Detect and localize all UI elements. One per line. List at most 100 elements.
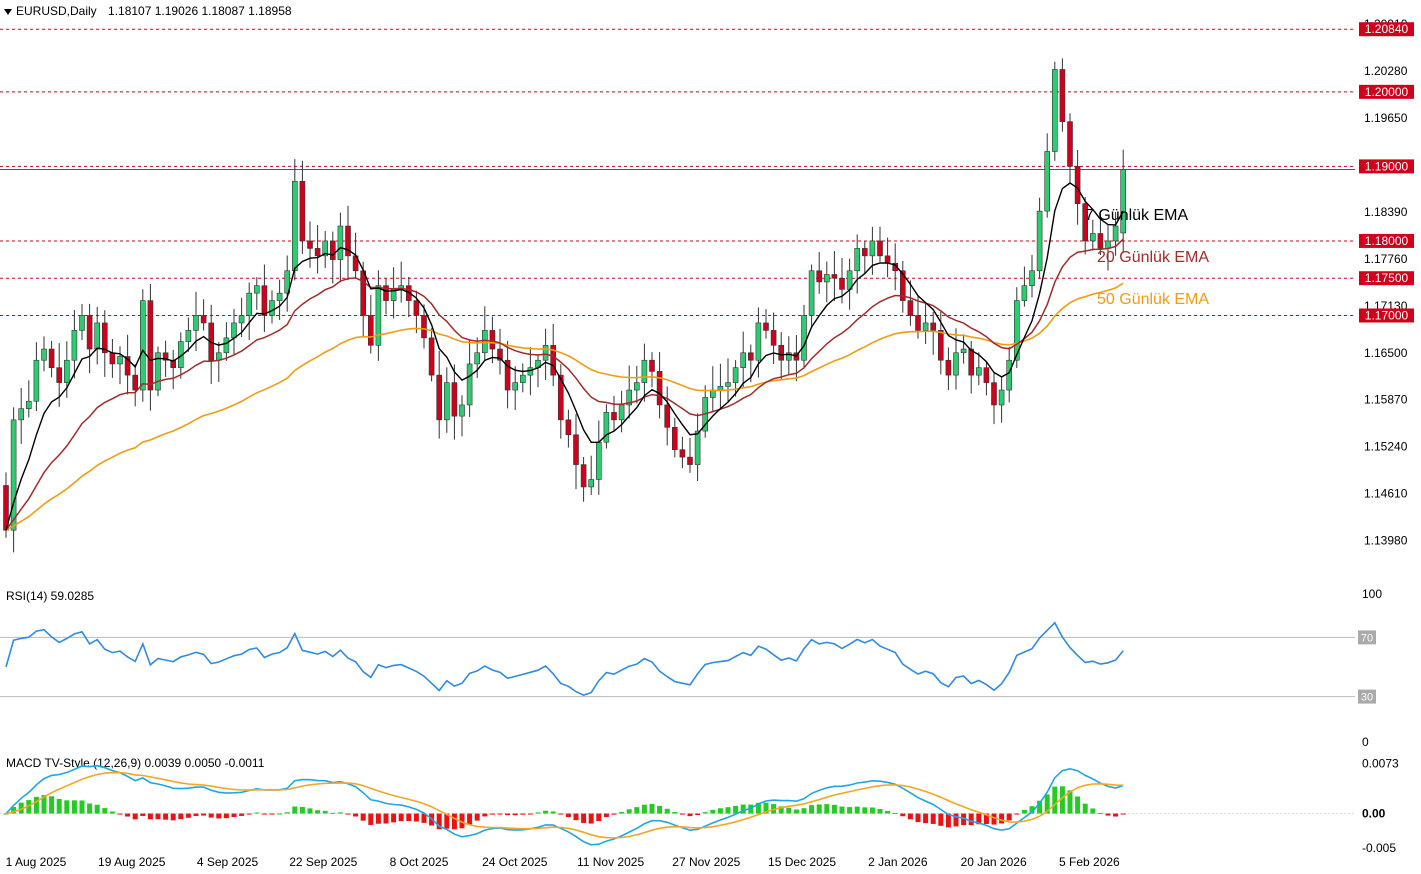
candle-bull (193, 315, 199, 331)
macd-histogram-bar (938, 813, 944, 826)
macd-histogram-bar (664, 808, 670, 814)
dropdown-triangle-icon[interactable] (4, 8, 12, 15)
macd-histogram-bar (809, 805, 815, 814)
macd-histogram-bar (892, 812, 898, 814)
candle-bear (945, 359, 952, 376)
macd-histogram-bar (968, 813, 974, 826)
macd-histogram-bar (588, 813, 594, 824)
candle-bull (717, 386, 724, 391)
candle-bear (907, 300, 914, 316)
price-axis-tick: 1.15240 (1364, 440, 1408, 454)
price-level-badge (1359, 159, 1414, 174)
macd-histogram-bar (953, 813, 959, 827)
macd-histogram-bar (512, 813, 518, 816)
candle-bear (831, 274, 838, 279)
price-level-badge (1359, 233, 1414, 248)
macd-histogram-bar (254, 812, 260, 814)
x-axis-tick: 5 Feb 2026 (1059, 855, 1120, 869)
macd-histogram-bar (345, 813, 351, 815)
candle-bull (291, 181, 298, 272)
candle-bear (162, 352, 169, 361)
macd-histogram-bar (649, 804, 655, 814)
macd-histogram-bar (132, 813, 138, 820)
price-level-badge (1359, 271, 1414, 286)
candle-bull (337, 225, 344, 260)
candle-bear (861, 248, 868, 257)
candle-bull (732, 367, 739, 383)
macd-histogram-bar (140, 813, 146, 816)
price-axis-tick: 1.13980 (1364, 534, 1408, 548)
macd-histogram-bar (436, 813, 442, 830)
candle-bull (33, 359, 40, 402)
macd-histogram-bar (64, 800, 70, 814)
candle-bull (117, 356, 123, 365)
macd-histogram-bar (1105, 813, 1111, 816)
macd-histogram-bar (1029, 806, 1035, 814)
macd-histogram-bar (147, 813, 153, 820)
macd-histogram-bar (717, 808, 723, 814)
macd-histogram-bar (596, 813, 602, 822)
macd-histogram-bar (558, 813, 564, 815)
candle-bull (10, 419, 17, 531)
price-level-label: 1.20000 (1365, 85, 1409, 99)
macd-histogram-bar (299, 807, 305, 814)
ohlc-values: 1.18107 1.19026 1.18087 1.18958 (108, 4, 292, 18)
candle-bull (922, 322, 929, 331)
candle-bear (671, 427, 678, 450)
candle-bear (664, 404, 671, 428)
macd-histogram-bar (3, 813, 9, 815)
candle-bear (428, 337, 435, 376)
x-axis-tick: 15 Dec 2025 (768, 855, 836, 869)
x-axis-tick: 20 Jan 2026 (961, 855, 1027, 869)
macd-histogram-bar (223, 813, 229, 819)
macd-histogram-bar (801, 808, 807, 814)
macd-histogram-bar (603, 813, 609, 818)
macd-histogram-bar (1052, 786, 1058, 814)
chart-header: EURUSD,Daily 1.18107 1.19026 1.18087 1.1… (4, 4, 292, 18)
macd-histogram-bar (923, 813, 929, 824)
price-level-label: 1.20840 (1365, 22, 1409, 36)
candle-bull (25, 400, 32, 409)
price-axis-tick: 1.19650 (1364, 111, 1408, 125)
candle-bear (56, 367, 63, 383)
ema-7-annotation: 7 Günlük EMA (1085, 207, 1188, 224)
macd-histogram-bar (459, 813, 465, 829)
price-axis-tick: 1.18390 (1364, 205, 1408, 219)
macd-histogram-bar (315, 810, 321, 814)
macd-histogram-bar (482, 813, 488, 817)
macd-histogram-bar (1067, 790, 1073, 814)
macd-histogram-bar (1097, 812, 1103, 814)
x-axis-tick: 22 Sep 2025 (289, 855, 357, 869)
rsi-axis-tick: 100 (1362, 587, 1382, 601)
x-axis-tick: 4 Sep 2025 (197, 855, 259, 869)
macd-histogram-bar (695, 813, 701, 816)
candle-bull (459, 404, 465, 417)
candle-bull (694, 430, 701, 465)
candle-bear (436, 374, 443, 421)
macd-histogram-bar (26, 800, 32, 814)
candle-bull (1029, 270, 1035, 286)
rsi-title: RSI(14) 59.0285 (6, 589, 94, 603)
candle-bear (687, 456, 693, 465)
macd-histogram-bar (983, 813, 989, 824)
macd-histogram-bar (1113, 813, 1119, 817)
macd-histogram-bar (353, 813, 359, 817)
candle-bull (1013, 300, 1020, 361)
macd-histogram-bar (611, 813, 617, 815)
macd-axis-tick: 0.00 (1362, 807, 1386, 821)
candle-bear (991, 382, 997, 406)
rsi-line (5, 621, 1124, 696)
candle-bull (823, 274, 830, 283)
macd-histogram-bar (900, 813, 906, 817)
macd-histogram-bar (413, 813, 419, 822)
rsi-axis-tick: 0 (1362, 735, 1369, 749)
candle-bear (1097, 233, 1104, 249)
macd-histogram-bar (976, 813, 982, 825)
macd-histogram-bar (1014, 813, 1020, 815)
candle-bull (284, 270, 291, 294)
macd-histogram-bar (961, 813, 967, 826)
candle-bear (314, 248, 321, 257)
macd-histogram-bar (1120, 813, 1126, 815)
macd-histogram-bar (1082, 803, 1088, 814)
